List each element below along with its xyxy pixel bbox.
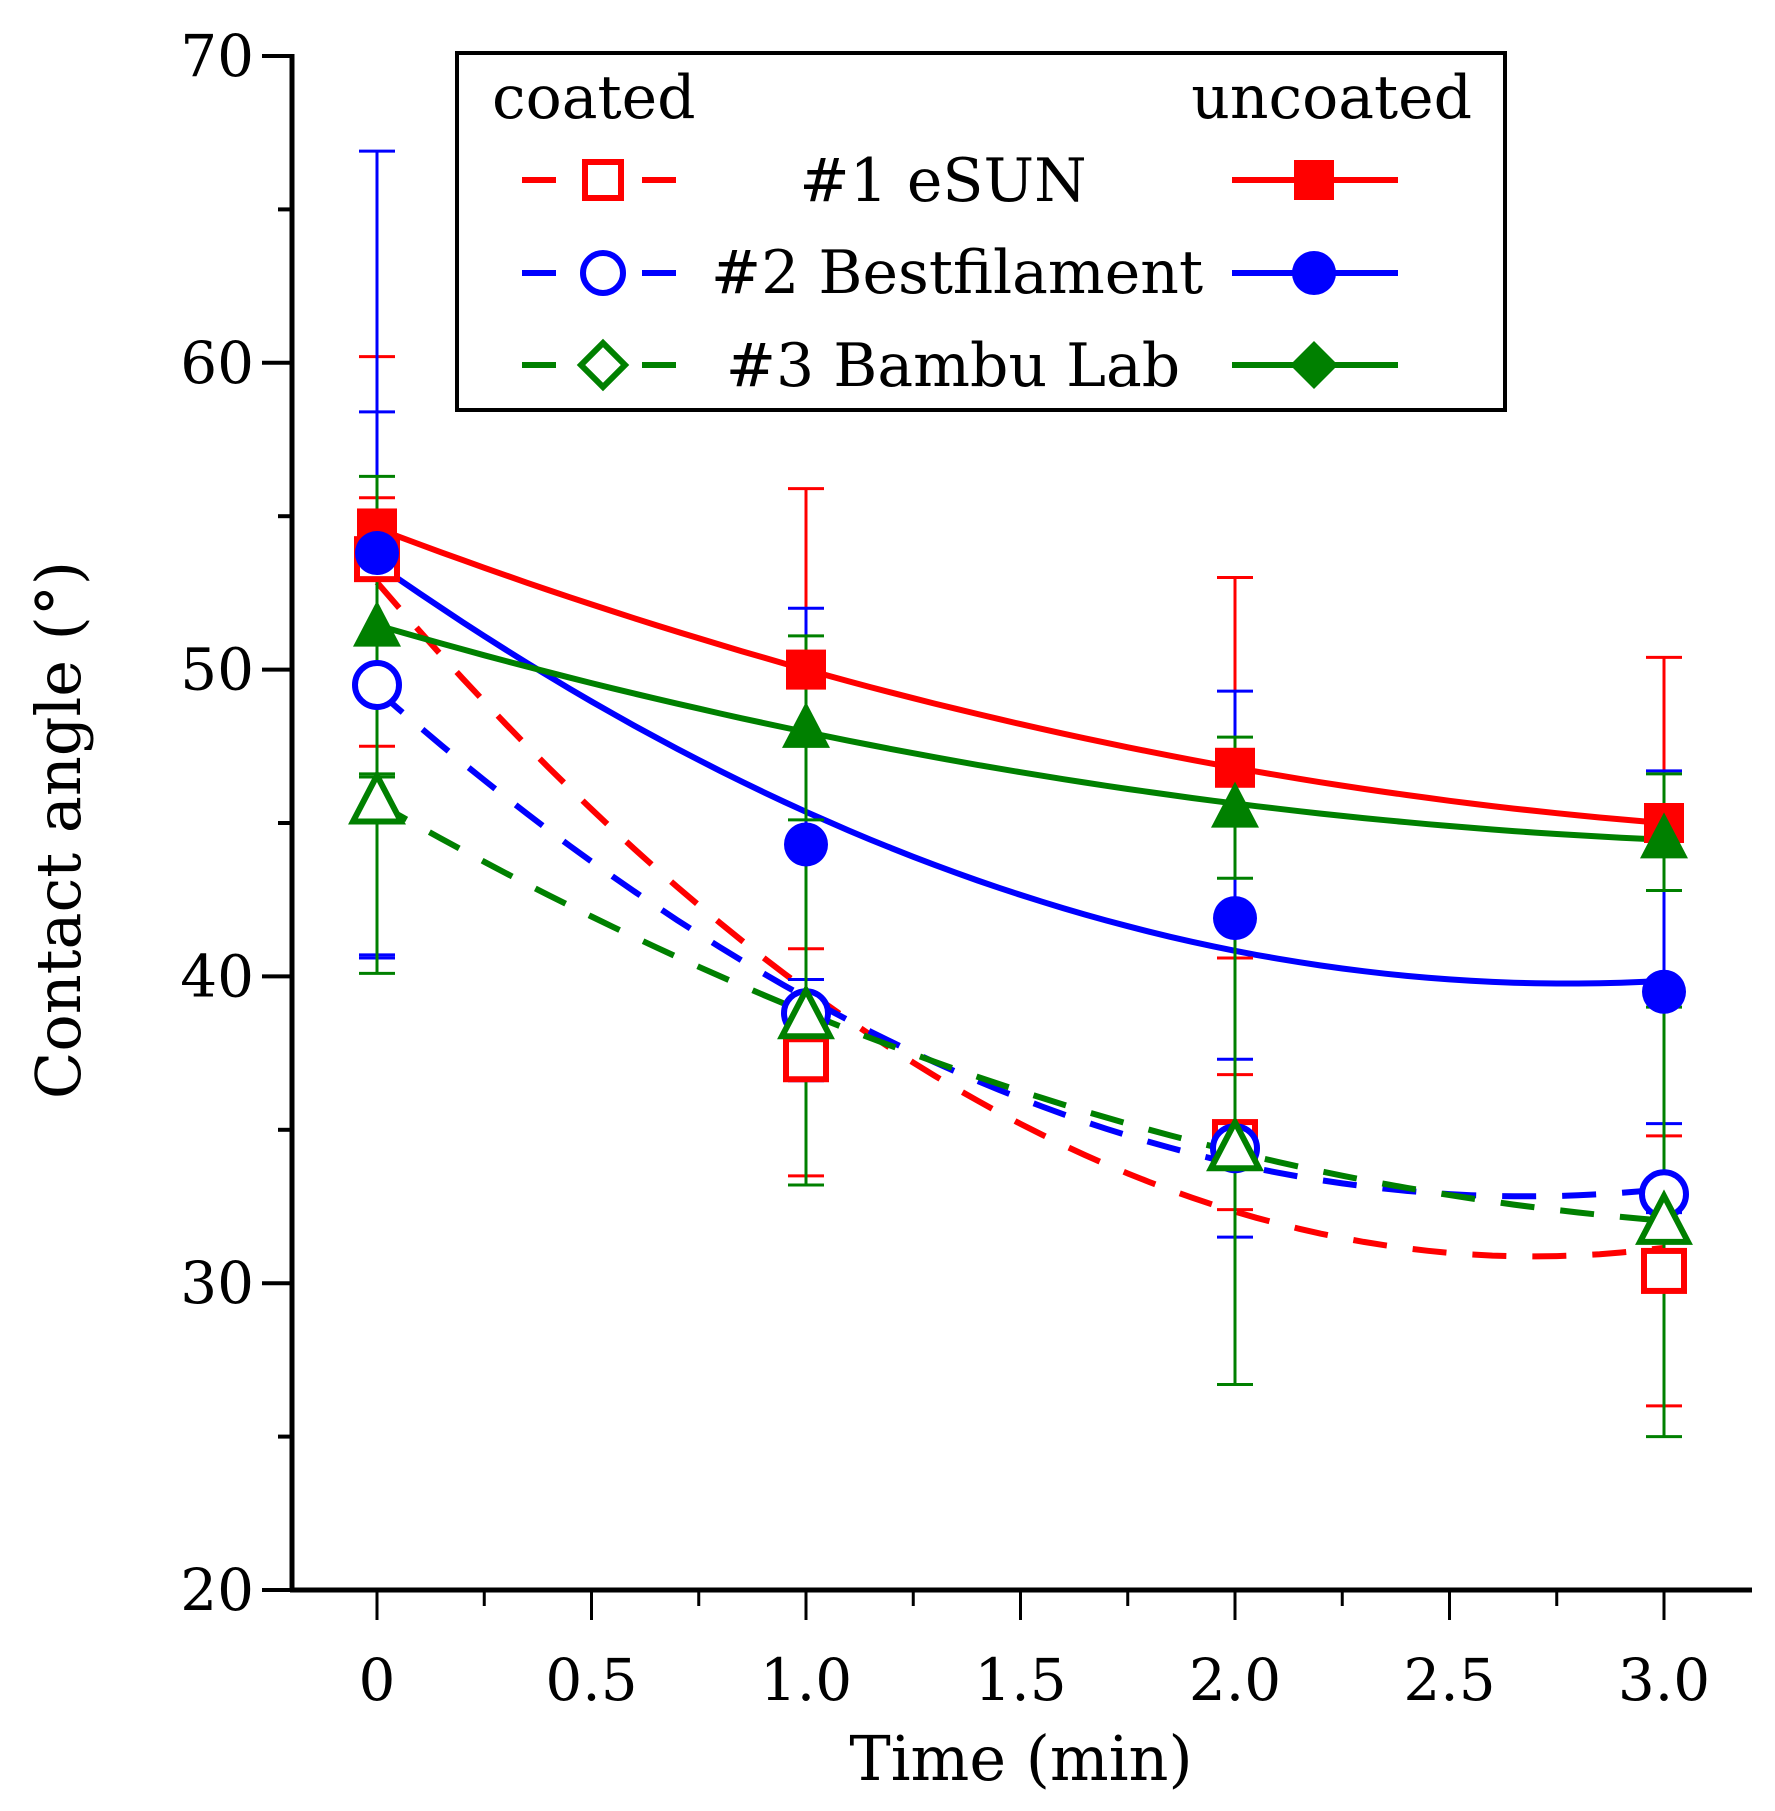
y-tick-label: 20 — [180, 1556, 254, 1624]
legend-header-coated: coated — [492, 63, 696, 133]
x-tick-label: 0 — [359, 1646, 396, 1714]
legend-marker-uncoated-circle — [1292, 251, 1336, 295]
data-point-square — [783, 1036, 829, 1083]
y-tick-label: 30 — [180, 1249, 254, 1317]
y-tick-label: 60 — [180, 329, 254, 397]
data-point-circle — [1213, 896, 1257, 941]
legend: coated uncoated #1 eSUN #2 Bestfilament … — [455, 51, 1507, 412]
axes: 20 30 40 50 60 70 0 0.5 1.0 1.5 2.0 2.5 3.0 — [180, 22, 1752, 1714]
fit-curve--1-esun-coated — [374, 580, 1665, 1260]
y-tick-label: 70 — [180, 22, 254, 90]
data-point-square — [1215, 747, 1255, 788]
fit-curve--2-bestfilament-coated — [375, 687, 1665, 1200]
legend-marker-uncoated-square — [1294, 160, 1334, 200]
fit-curve--2-bestfilament-uncoated — [375, 561, 1665, 987]
legend-box — [455, 51, 1507, 412]
fit-curve--3-bambu-lab-coated — [375, 800, 1665, 1224]
x-tick-label: 0.5 — [545, 1646, 637, 1714]
legend-label-bambu-lab: #3 Bambu Lab — [726, 331, 1180, 401]
data-point-circle — [352, 659, 402, 710]
legend-marker-coated-square — [582, 159, 624, 201]
x-axis-title: Time (min) — [849, 1722, 1192, 1795]
x-tick-label: 1.5 — [974, 1646, 1066, 1714]
legend-marker-coated-diamond — [576, 338, 630, 392]
data-point-square — [786, 649, 826, 690]
y-tick-label: 50 — [180, 636, 254, 704]
legend-label-esun: #1 eSUN — [799, 146, 1086, 216]
data-point-triangle — [353, 600, 401, 647]
data-point-triangle — [1640, 812, 1688, 859]
legend-header-uncoated: uncoated — [1191, 63, 1472, 133]
legend-label-bestfilament: #2 Bestfilament — [711, 238, 1203, 308]
data-point-circle — [1642, 969, 1686, 1014]
x-tick-label: 2.0 — [1189, 1646, 1281, 1714]
legend-marker-coated-circle — [580, 250, 626, 296]
data-point-triangle — [777, 983, 835, 1040]
y-axis-title: Contact angle (°) — [22, 561, 95, 1099]
data-point-circle — [355, 531, 399, 576]
data-point-triangle — [348, 769, 406, 825]
x-tick-label: 2.5 — [1403, 1646, 1495, 1714]
data-point-triangle — [782, 701, 830, 748]
x-tick-label: 3.0 — [1618, 1646, 1710, 1714]
x-tick-label: 1.0 — [760, 1646, 852, 1714]
data-point-triangle — [1635, 1189, 1693, 1245]
data-point-triangle — [1206, 1115, 1264, 1172]
data-point-circle — [784, 822, 828, 867]
plot-area — [348, 149, 1693, 1439]
legend-marker-uncoated-diamond — [1290, 341, 1338, 389]
data-point-triangle — [1211, 781, 1259, 828]
fit-curve--3-bambu-lab-uncoated — [376, 622, 1665, 843]
fit-curve--1-esun-uncoated — [375, 525, 1665, 826]
data-point-square — [1641, 1247, 1687, 1294]
y-tick-label: 40 — [180, 942, 254, 1010]
